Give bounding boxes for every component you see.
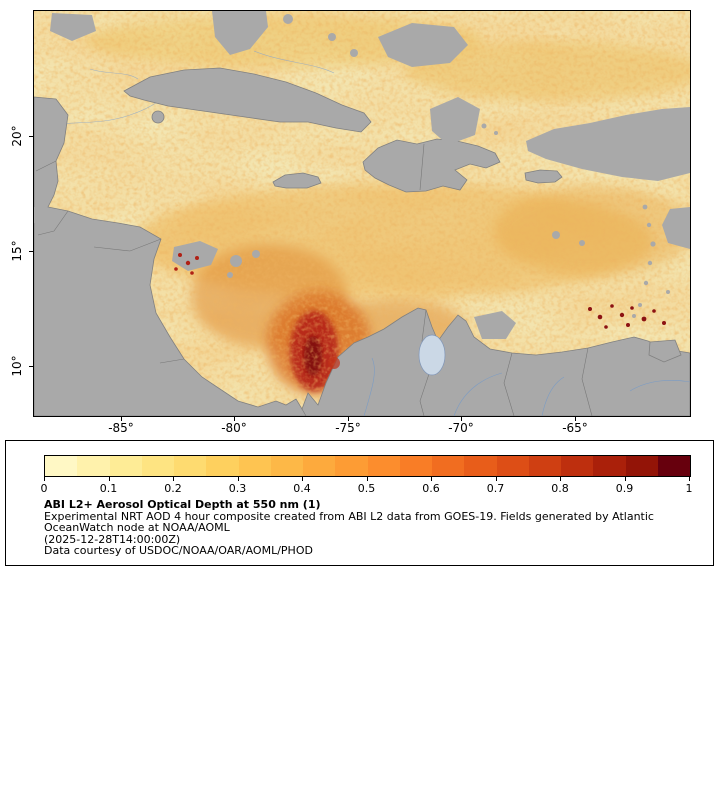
colorbar-tick-label: 0.3 (228, 482, 247, 495)
colorbar (44, 455, 691, 477)
caption-courtesy: Data courtesy of USDOC/NOAA/OAR/AOML/PHO… (44, 544, 313, 558)
caption-line-2: OceanWatch node at NOAA/AOML (44, 521, 230, 535)
x-axis-label: -75° (335, 421, 361, 435)
aod-hotspots (174, 253, 666, 369)
colorbar-cell (45, 456, 78, 476)
colorbar-tickmark (689, 477, 690, 481)
colorbar-tick-label: 0.1 (99, 482, 118, 495)
aod-map-canvas (34, 11, 690, 416)
x-axis-label: -70° (448, 421, 474, 435)
colorbar-tickmark (624, 477, 626, 481)
x-axis-tickmark (234, 417, 235, 421)
colorbar-tick-label: 0.8 (551, 482, 569, 495)
cloud-mask-group (34, 11, 690, 339)
colorbar-tickmark (366, 477, 368, 481)
y-axis-tickmark (29, 136, 33, 137)
x-axis-tickmark (461, 417, 462, 421)
colorbar-cell (109, 456, 142, 476)
colorbar-tickmark (44, 477, 45, 481)
colorbar-cell (238, 456, 271, 476)
colorbar-tickmark (495, 477, 497, 481)
colorbar-cell (464, 456, 497, 476)
colorbar-tick-label: 0.7 (486, 482, 505, 495)
y-axis-tickmark (29, 366, 33, 367)
land-trinidad (648, 339, 682, 363)
y-axis-label: 15° (10, 240, 24, 262)
x-axis-tickmark (348, 417, 349, 421)
colorbar-tickmark (560, 477, 561, 481)
colorbar-tickmark (108, 477, 110, 481)
colorbar-cell (561, 456, 594, 476)
colorbar-cell (270, 456, 303, 476)
colorbar-cell (303, 456, 336, 476)
lake-maracaibo (418, 334, 446, 376)
land-central-south-america (34, 96, 690, 416)
y-axis-tickmark (29, 251, 33, 252)
land-hispaniola (362, 138, 501, 193)
colorbar-tick-label: 1 (685, 482, 693, 495)
aod-map: -85° -80° -75° -70° -65° 20° 15° 10° (10, 10, 691, 435)
caption-title: ABI L2+ Aerosol Optical Depth at 550 nm … (44, 498, 321, 511)
country-borders (35, 143, 593, 416)
colorbar-cell (496, 456, 529, 476)
land-isla-juventud (151, 110, 165, 124)
caption: ABI L2+ Aerosol Optical Depth at 550 nm … (44, 499, 654, 557)
landmass-group (34, 67, 690, 416)
colorbar-tickmark (302, 477, 303, 481)
colorbar-cell (657, 456, 690, 476)
x-axis-label: -65° (562, 421, 588, 435)
colorbar-tickmark (237, 477, 239, 481)
x-axis-tickmark (121, 417, 122, 421)
land-puerto-rico (524, 169, 563, 184)
colorbar-tickmark (173, 477, 174, 481)
y-axis-label: 10° (10, 355, 24, 377)
colorbar-cell (625, 456, 658, 476)
colorbar-cell (174, 456, 207, 476)
land-jamaica (272, 172, 322, 189)
colorbar-tick-label: 0 (40, 482, 48, 495)
colorbar-cell (141, 456, 174, 476)
caption-timestamp: (2025-12-28T14:00:00Z) (44, 532, 181, 546)
colorbar-tick-label: 0.9 (615, 482, 634, 495)
caption-line-1: Experimental NRT AOD 4 hour composite cr… (44, 509, 654, 523)
colorbar-cell (77, 456, 110, 476)
legend-panel: ABI L2+ Aerosol Optical Depth at 550 nm … (5, 440, 714, 566)
colorbar-cell (528, 456, 561, 476)
colorbar-cell (206, 456, 239, 476)
colorbar-tick-label: 0.5 (357, 482, 376, 495)
colorbar-cell (367, 456, 400, 476)
colorbar-tickmark (431, 477, 432, 481)
x-axis-label: -85° (108, 421, 134, 435)
y-axis-label: 20° (10, 125, 24, 147)
colorbar-tick-label: 0.4 (293, 482, 311, 495)
x-axis-tickmark (575, 417, 576, 421)
land-cuba (123, 67, 372, 133)
colorbar-tick-label: 0.6 (422, 482, 440, 495)
colorbar-cell (432, 456, 465, 476)
colorbar-tick-label: 0.2 (164, 482, 182, 495)
x-axis-label: -80° (221, 421, 247, 435)
colorbar-cell (335, 456, 368, 476)
colorbar-cell (593, 456, 626, 476)
colorbar-cell (399, 456, 432, 476)
